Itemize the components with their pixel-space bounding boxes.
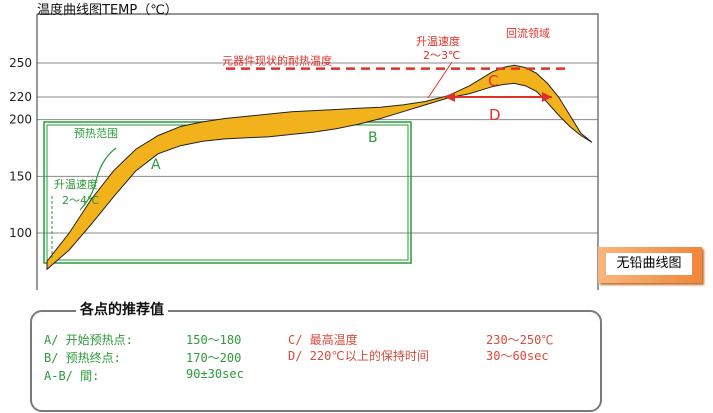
lead-free-badge: 无铅曲线图 — [598, 247, 702, 283]
recommended-values-box — [30, 310, 602, 412]
rec-value-c: 230～250℃ — [486, 333, 554, 347]
lead-free-badge-label: 无铅曲线图 — [606, 253, 692, 275]
point-b-label: B — [368, 130, 378, 146]
ramp-right-label: 升温速度 — [416, 34, 460, 48]
y-tick-labels: 100 150 200 220 250 — [9, 56, 32, 240]
point-d-label: D — [489, 106, 501, 124]
arrow-head-right — [542, 92, 552, 102]
point-c-label: C — [488, 72, 498, 90]
recommended-values-title: 各点的推荐值 — [76, 299, 168, 319]
rec-value-a: 150～180 — [186, 333, 242, 347]
rec-key-b: B/ 预热终点: — [44, 351, 121, 365]
y-tick-label: 100 — [9, 226, 32, 240]
ramp-right-value: 2～3℃ — [423, 49, 460, 62]
reflow-zone-label: 回流领域 — [506, 26, 550, 40]
ramp-left-label: 升温速度 — [54, 177, 98, 191]
preheat-bracket — [79, 147, 117, 211]
y-tick-label: 250 — [9, 56, 32, 70]
point-a-label: A — [151, 157, 161, 173]
ramp-left-value: 2～4℃ — [62, 194, 99, 207]
preheat-range-label: 预热范围 — [74, 126, 118, 140]
plot-frame — [37, 13, 599, 290]
rec-key-c: C/ 最高温度 — [288, 333, 358, 347]
rec-value-b: 170～200 — [186, 351, 242, 365]
arrow-head-left — [445, 92, 455, 102]
temperature-band — [46, 64, 593, 271]
rec-key-a: A/ 开始预热点: — [44, 333, 133, 347]
y-tick-label: 150 — [9, 169, 32, 183]
rec-value-ab: 90±30sec — [186, 367, 244, 381]
y-tick-label: 200 — [9, 113, 32, 127]
reflow-pointer — [427, 61, 453, 99]
rec-key-d: D/ 220℃以上的保持时间 — [288, 349, 429, 363]
heat-limit-label: 元器件现状的耐热温度 — [222, 54, 332, 68]
rec-key-ab: A-B/ 間: — [44, 369, 100, 383]
rec-value-d: 30～60sec — [486, 349, 549, 363]
y-tick-label: 220 — [9, 90, 32, 104]
chart-title: 温度曲线图TEMP（℃） — [37, 2, 178, 18]
